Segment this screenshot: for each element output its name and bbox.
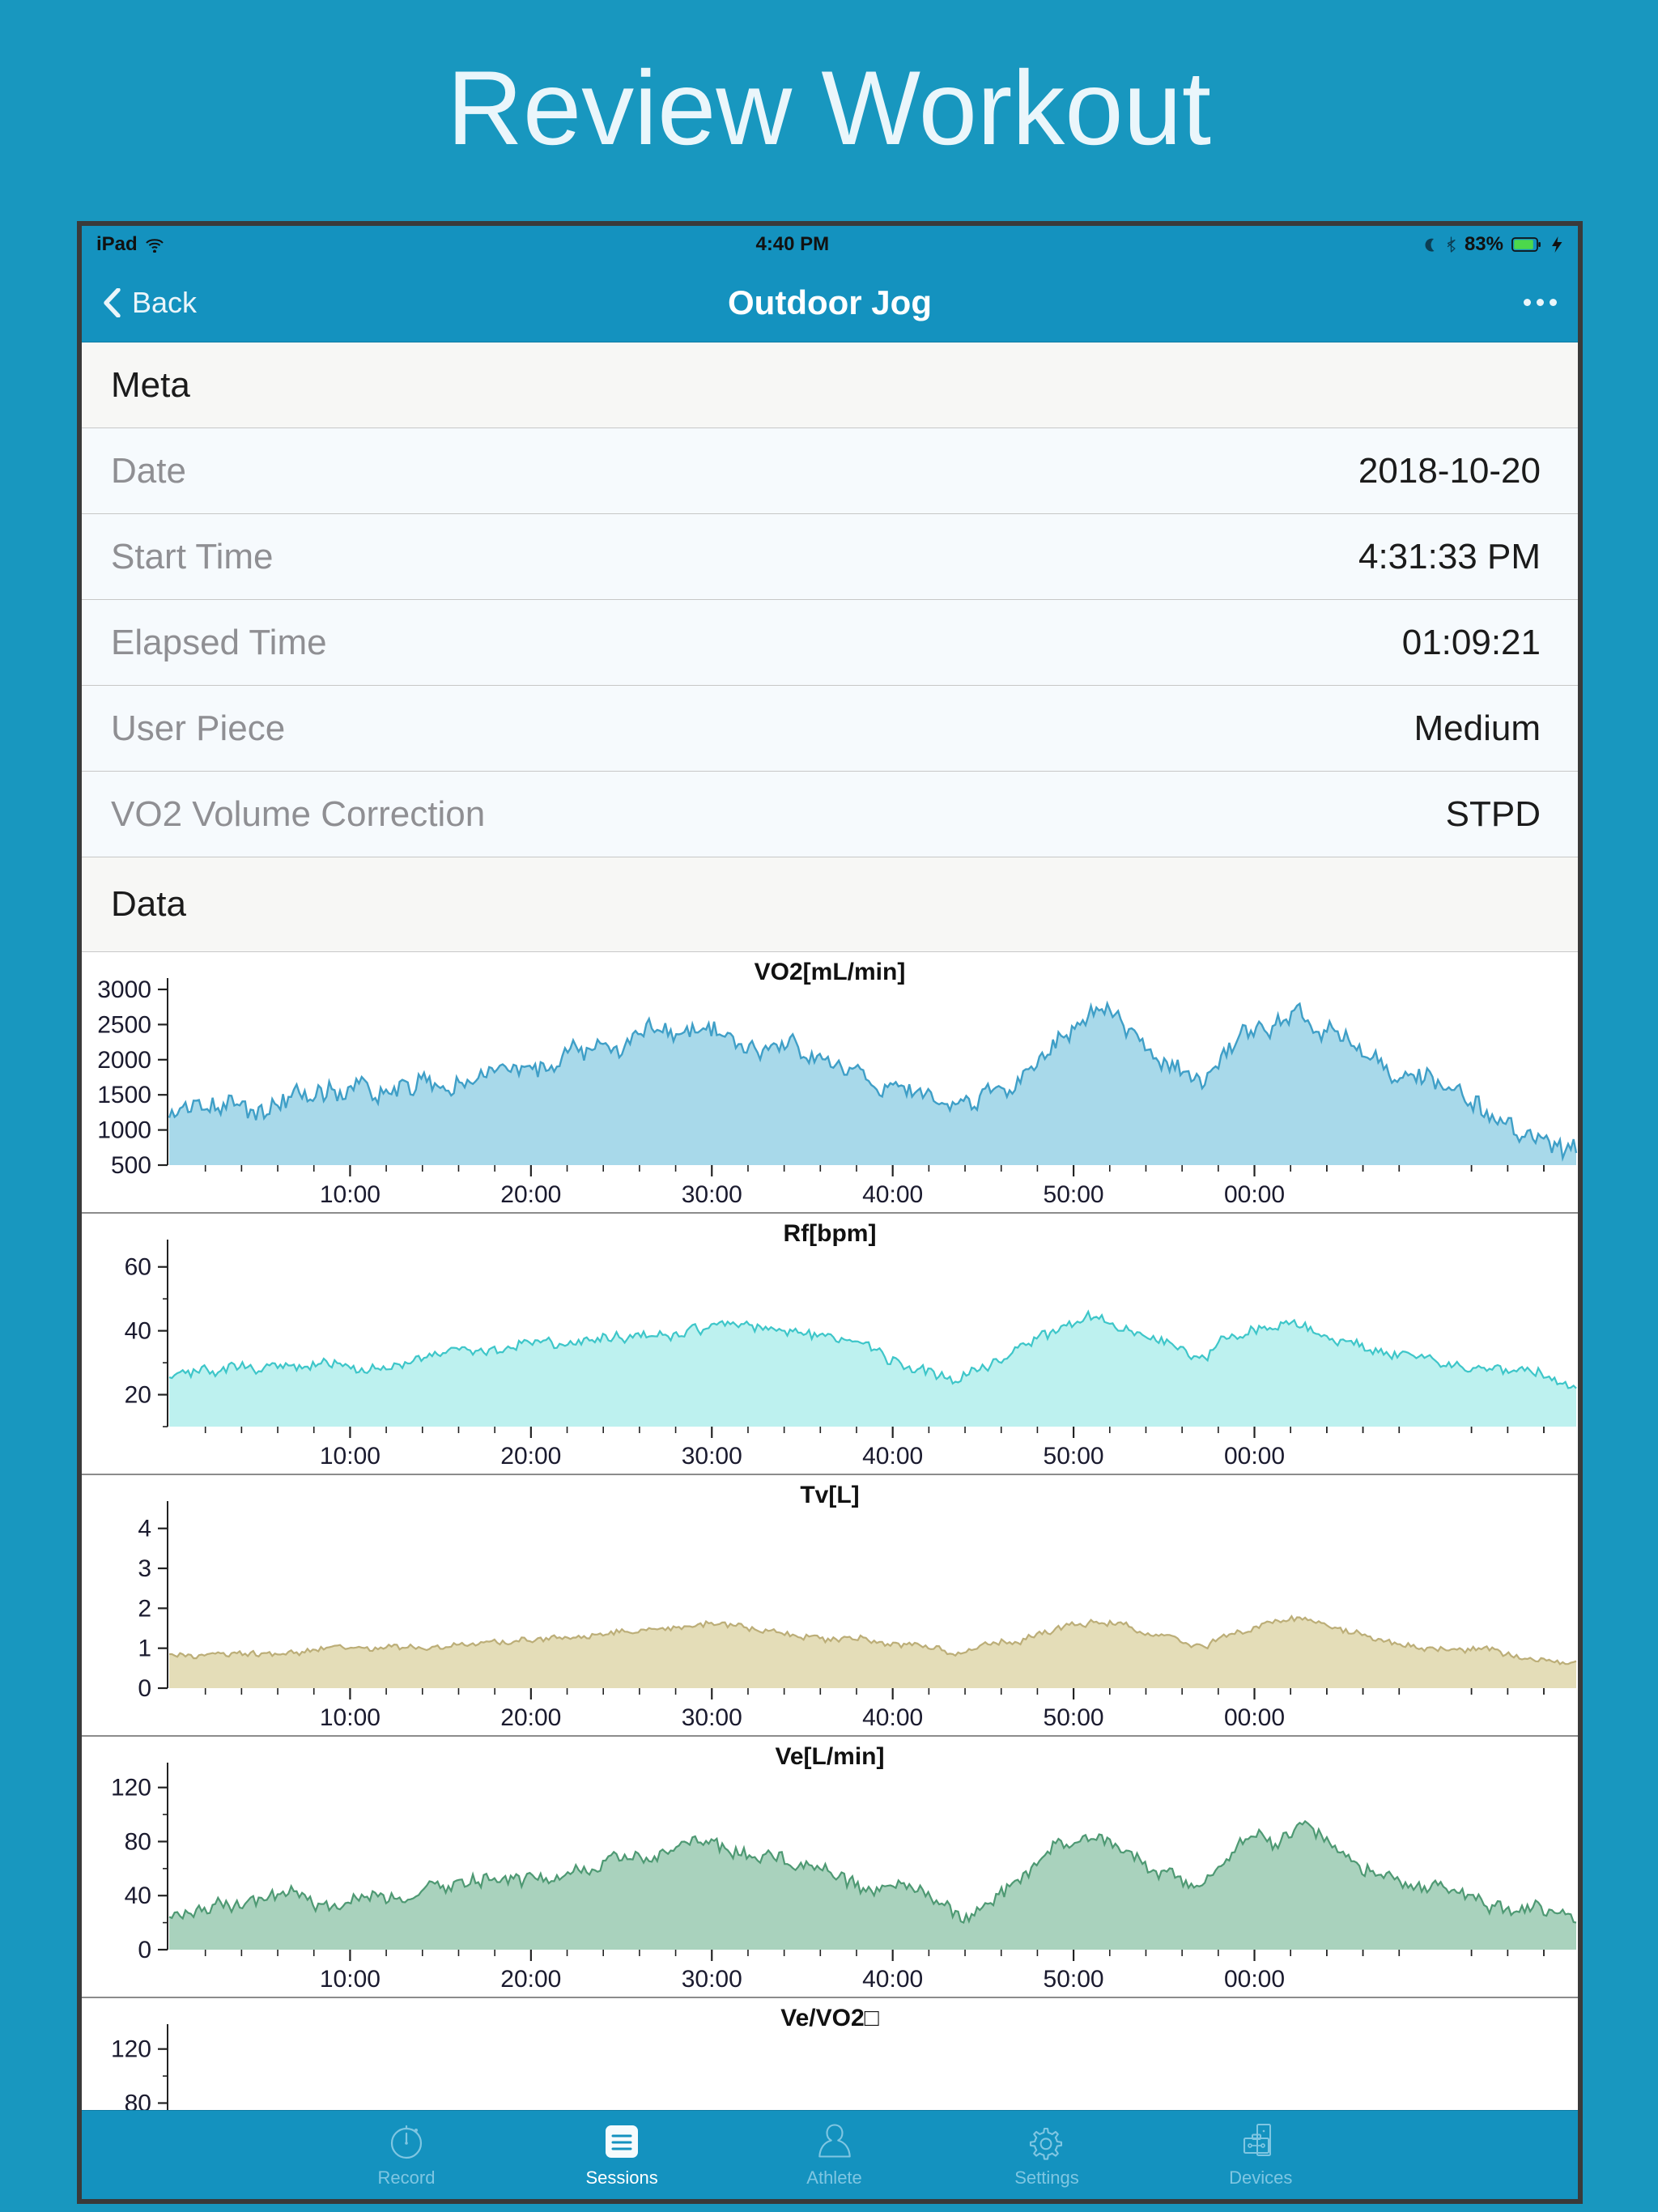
svg-text:00:00: 00:00 xyxy=(1224,1966,1285,1993)
svg-text:00:00: 00:00 xyxy=(1224,1443,1285,1470)
svg-text:20:00: 20:00 xyxy=(500,1704,561,1731)
svg-text:1500: 1500 xyxy=(97,1082,151,1108)
svg-text:40: 40 xyxy=(125,1318,151,1345)
svg-text:50:00: 50:00 xyxy=(1044,1181,1104,1208)
svg-text:30:00: 30:00 xyxy=(682,1704,742,1731)
svg-text:00:00: 00:00 xyxy=(1224,1704,1285,1731)
svg-text:40:00: 40:00 xyxy=(862,1443,923,1470)
svg-text:00:00: 00:00 xyxy=(1224,1181,1285,1208)
svg-text:40:00: 40:00 xyxy=(862,1966,923,1993)
svg-text:20:00: 20:00 xyxy=(500,1966,561,1993)
svg-text:120: 120 xyxy=(111,1775,151,1802)
svg-text:0: 0 xyxy=(138,1937,151,1963)
svg-text:40:00: 40:00 xyxy=(862,1181,923,1208)
svg-text:1000: 1000 xyxy=(97,1117,151,1144)
svg-text:20: 20 xyxy=(125,1382,151,1409)
svg-text:2: 2 xyxy=(138,1595,151,1622)
svg-text:2000: 2000 xyxy=(97,1047,151,1074)
svg-text:10:00: 10:00 xyxy=(320,1966,380,1993)
svg-text:30:00: 30:00 xyxy=(682,1966,742,1993)
svg-text:50:00: 50:00 xyxy=(1044,1966,1104,1993)
svg-text:500: 500 xyxy=(111,1152,151,1179)
svg-text:30:00: 30:00 xyxy=(682,1443,742,1470)
svg-text:10:00: 10:00 xyxy=(320,1704,380,1731)
svg-text:20:00: 20:00 xyxy=(500,1181,561,1208)
svg-text:50:00: 50:00 xyxy=(1044,1704,1104,1731)
svg-text:0: 0 xyxy=(138,2198,151,2204)
svg-text:30:00: 30:00 xyxy=(682,1181,742,1208)
svg-text:80: 80 xyxy=(125,1828,151,1855)
svg-text:40: 40 xyxy=(125,1882,151,1909)
svg-text:2500: 2500 xyxy=(97,1011,151,1038)
svg-text:120: 120 xyxy=(111,2036,151,2063)
svg-text:4: 4 xyxy=(138,1516,151,1542)
svg-text:10:00: 10:00 xyxy=(320,1443,380,1470)
svg-text:1: 1 xyxy=(138,1636,151,1662)
svg-text:60: 60 xyxy=(125,1254,151,1281)
svg-text:20:00: 20:00 xyxy=(500,1443,561,1470)
svg-text:50:00: 50:00 xyxy=(1044,1443,1104,1470)
svg-text:3: 3 xyxy=(138,1555,151,1582)
svg-text:0: 0 xyxy=(138,1675,151,1702)
svg-text:40:00: 40:00 xyxy=(862,1704,923,1731)
svg-text:10:00: 10:00 xyxy=(320,1181,380,1208)
